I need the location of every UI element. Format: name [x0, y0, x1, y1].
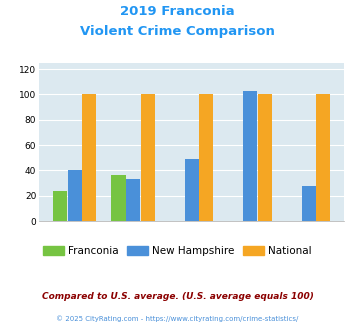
Bar [302, 185, 316, 221]
Bar [141, 94, 155, 221]
Bar [316, 94, 331, 221]
Bar [185, 159, 199, 221]
Bar [258, 94, 272, 221]
Bar [126, 179, 140, 221]
Text: Violent Crime Comparison: Violent Crime Comparison [80, 25, 275, 38]
Bar [67, 170, 82, 221]
Bar [82, 94, 96, 221]
Text: 2019 Franconia: 2019 Franconia [120, 5, 235, 18]
Bar [199, 94, 213, 221]
Text: © 2025 CityRating.com - https://www.cityrating.com/crime-statistics/: © 2025 CityRating.com - https://www.city… [56, 315, 299, 322]
Legend: Franconia, New Hampshire, National: Franconia, New Hampshire, National [39, 242, 316, 260]
Bar [243, 90, 257, 221]
Bar [53, 191, 67, 221]
Bar [111, 176, 126, 221]
Text: Compared to U.S. average. (U.S. average equals 100): Compared to U.S. average. (U.S. average … [42, 292, 313, 301]
